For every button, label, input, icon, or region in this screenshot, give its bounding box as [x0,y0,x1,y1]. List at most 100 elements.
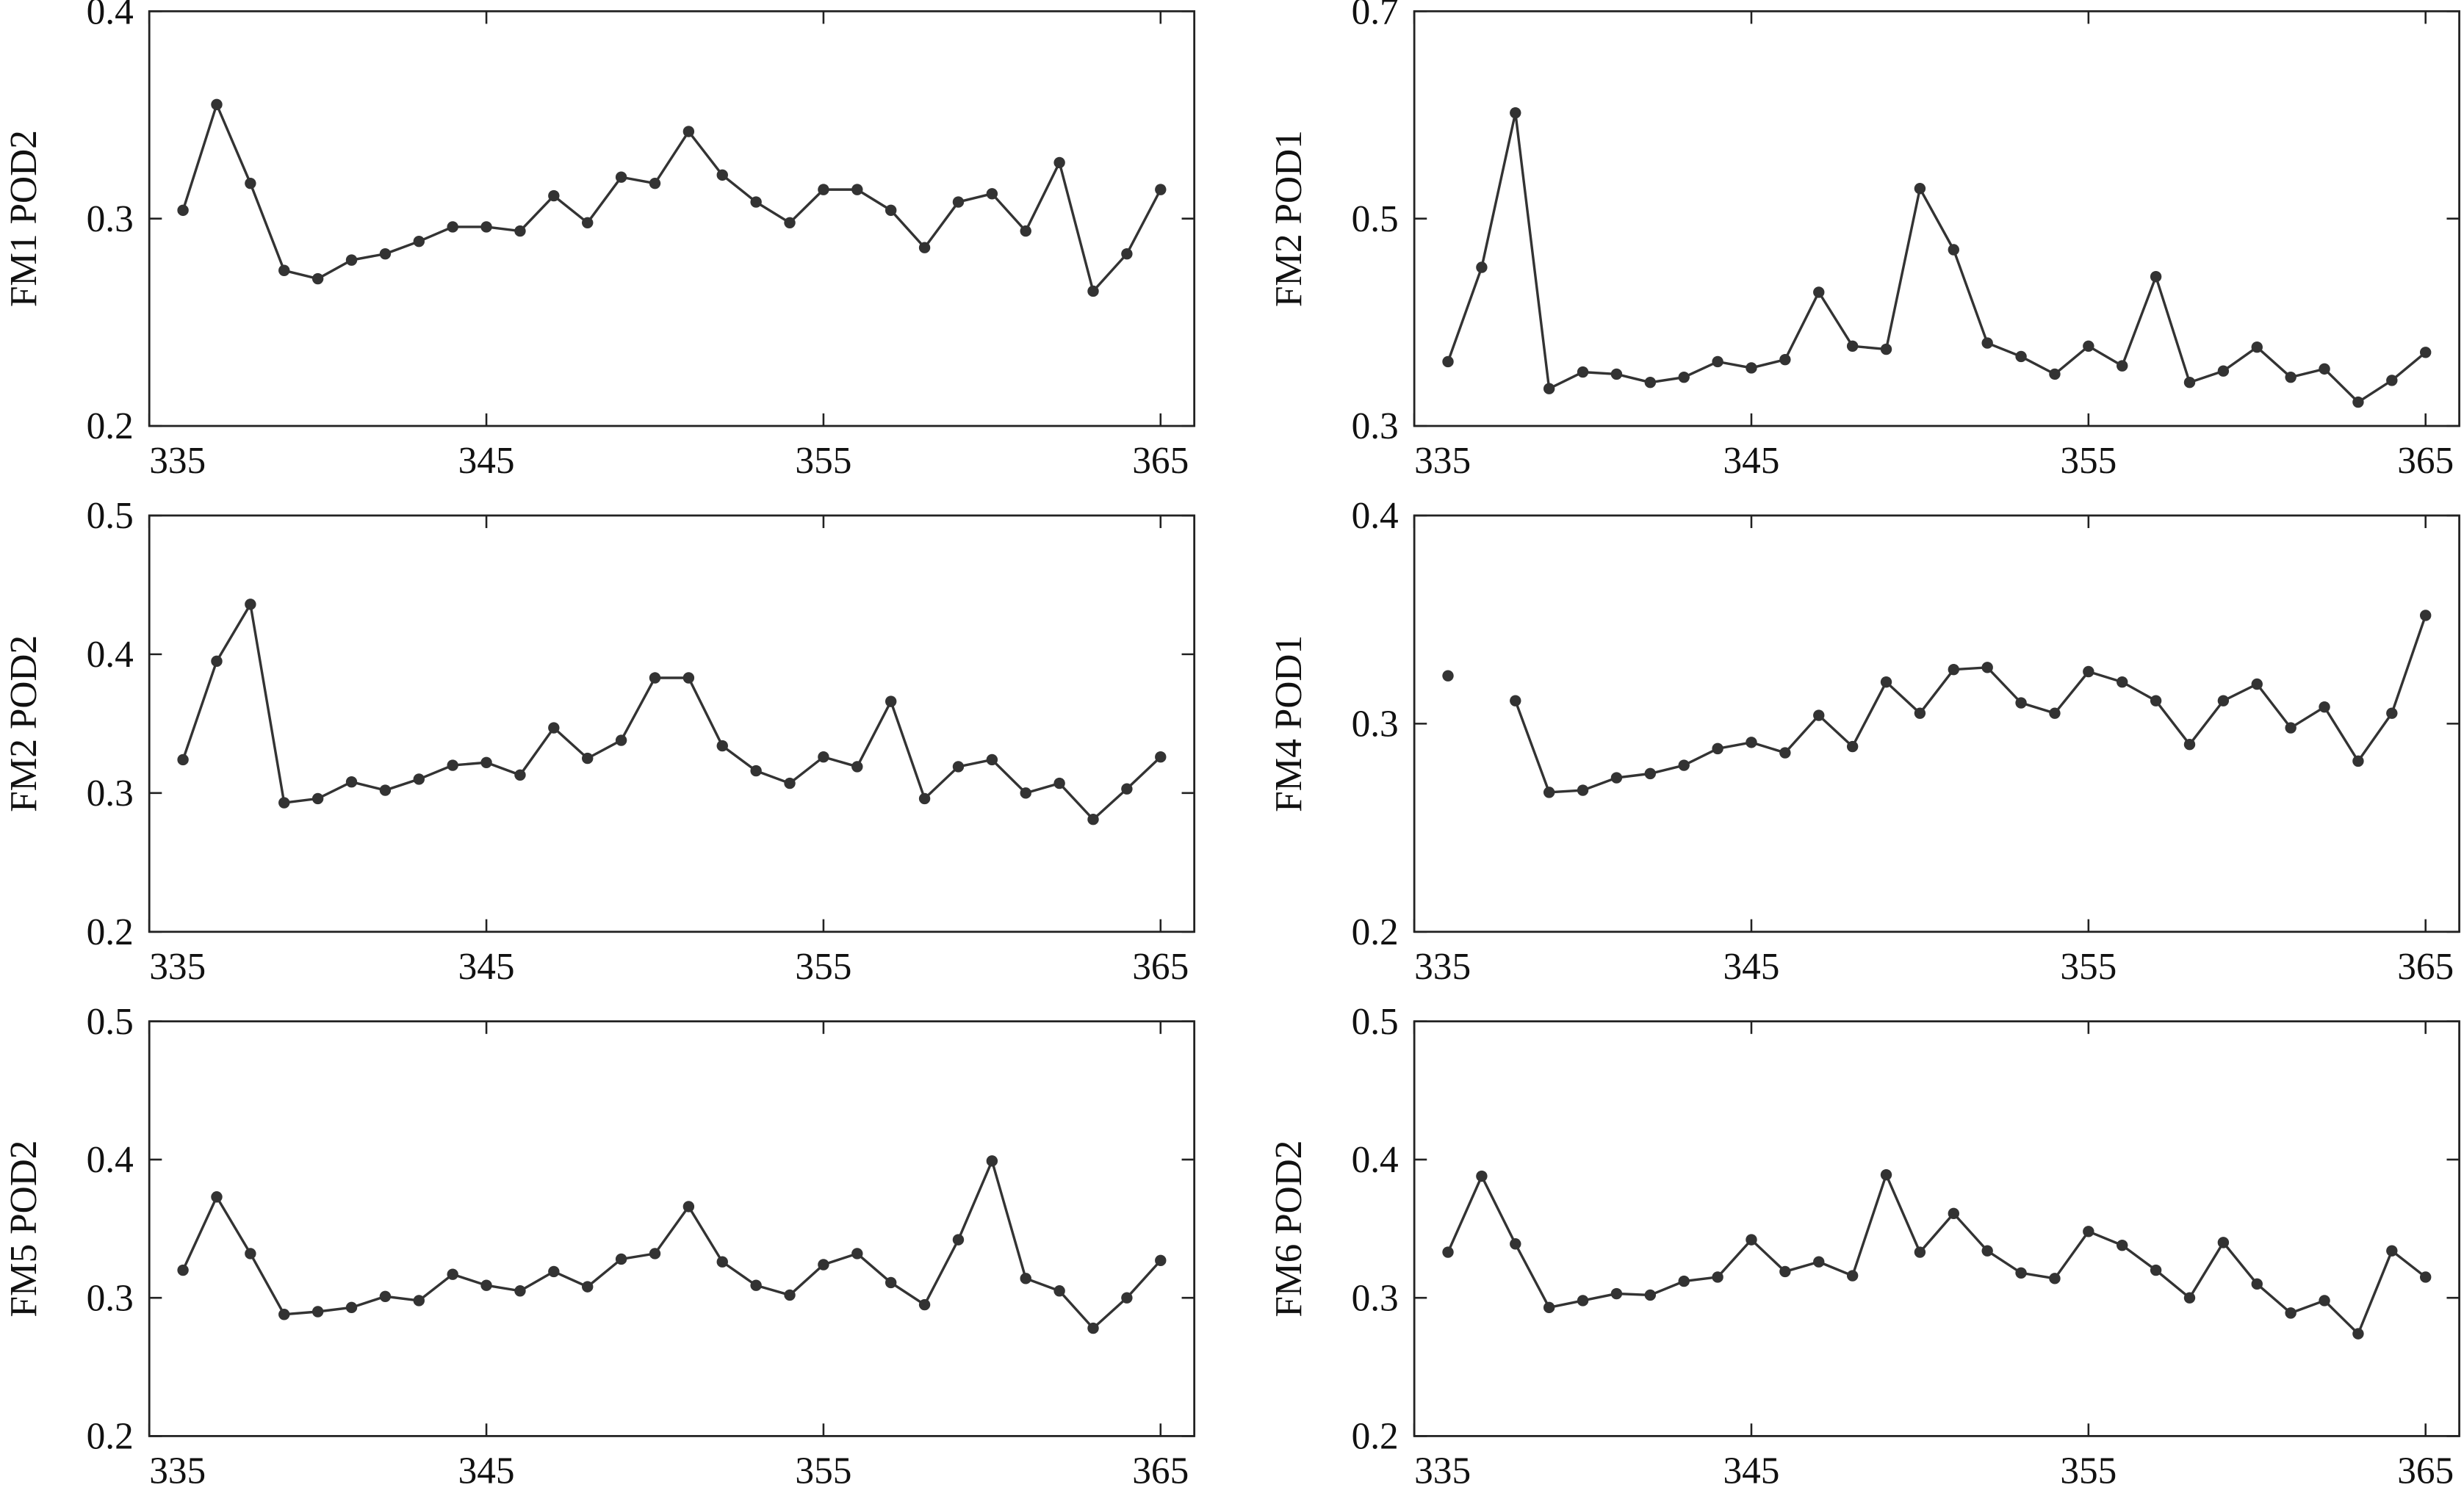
data-point [818,184,829,195]
data-point [986,188,998,200]
data-point [1510,106,1521,119]
data-point [1610,772,1623,784]
data-point [1813,286,1825,298]
y-tick-label: 0.4 [87,634,134,676]
y-tick-label: 0.3 [1352,1277,1399,1319]
data-point [1678,1275,1690,1287]
data-point [1880,676,1892,688]
data-point [1053,1285,1065,1297]
data-point [784,1289,796,1301]
data-point [1746,362,1757,374]
data-point [2217,1237,2230,1248]
x-tick-label: 345 [1723,946,1779,988]
data-point [311,792,324,805]
data-point [2386,707,2398,719]
data-point [1577,366,1589,378]
y-tick-label: 0.5 [1352,198,1399,240]
y-tick-label: 0.4 [1352,495,1399,537]
data-point [1155,184,1167,195]
data-point [2319,701,2330,713]
data-point [1510,1238,1521,1250]
data-point [851,761,863,773]
data-point [177,204,189,217]
data-point [2285,371,2297,383]
data-point [379,1290,392,1302]
data-point [278,797,290,809]
y-axis-label: FM6 POD2 [1268,1141,1310,1318]
data-point [1981,1245,1993,1257]
data-point [986,754,998,766]
data-point [2049,707,2061,719]
data-point [2150,1264,2162,1276]
data-point [548,1265,560,1278]
data-point [2352,1328,2364,1340]
data-point [1914,183,1926,195]
data-point [582,1281,594,1293]
data-point [851,184,863,195]
data-line [181,1157,1162,1331]
plot-frame [1413,1020,2460,1437]
data-point [2217,695,2230,706]
y-tick-label: 0.5 [87,495,134,537]
data-point [615,734,627,746]
data-point [278,1309,290,1320]
data-point [784,777,796,789]
data-point [413,236,425,247]
data-point [245,1248,256,1260]
x-tick-label: 365 [2397,1450,2454,1492]
data-point [2015,697,2027,709]
data-point [311,272,324,285]
data-point [582,752,594,765]
plot-frame [1413,514,2460,933]
data-point [885,695,897,707]
x-tick-label: 355 [795,1450,851,1492]
data-point [480,1279,492,1291]
data-point [1577,1295,1589,1307]
data-point [1746,1234,1757,1246]
data-point [918,792,931,805]
data-point [1442,355,1454,368]
x-tick-label: 355 [2060,440,2117,482]
data-point [615,171,627,183]
y-tick-label: 0.4 [87,0,134,32]
x-tick-label: 365 [2397,440,2454,482]
data-point [514,769,526,781]
data-point [1779,747,1791,759]
data-point [885,204,897,217]
data-point [2352,755,2364,767]
data-point [1543,787,1555,798]
data-point [1813,709,1825,721]
data-point [2117,1239,2128,1251]
data-point [682,672,695,684]
y-tick-label: 0.3 [87,773,134,814]
data-point [514,225,526,237]
data-point [716,740,728,752]
data-point [1678,371,1690,383]
data-point [1779,1265,1791,1278]
data-point [784,217,796,229]
data-point [2183,1292,2196,1304]
data-point [2183,377,2196,389]
data-point [447,1268,458,1280]
data-point [1644,1289,1657,1301]
data-point [1846,740,1859,753]
data-point [480,756,492,768]
data-point [1610,368,1623,380]
y-tick-label: 0.3 [87,1277,134,1319]
data-point [514,1285,526,1297]
y-tick-label: 0.5 [1352,1001,1399,1043]
data-point [2217,365,2230,377]
x-tick-label: 335 [1414,1450,1471,1492]
data-point [1678,759,1690,771]
data-point [177,1264,189,1276]
y-tick-label: 0.2 [87,911,134,953]
data-point [1746,737,1757,748]
data-point [1712,355,1723,368]
x-tick-label: 355 [795,946,851,988]
data-point [1880,343,1892,355]
data-point [750,1279,762,1291]
x-tick-label: 335 [1414,440,1471,482]
data-point [345,776,358,788]
x-tick-label: 365 [2397,946,2454,988]
data-point [1442,670,1454,682]
